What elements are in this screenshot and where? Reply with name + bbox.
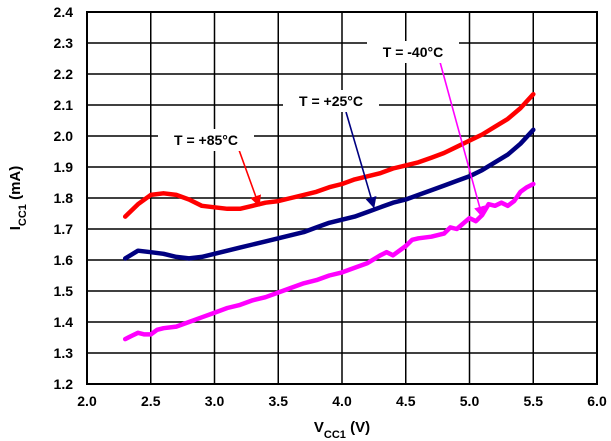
x-tick-label: 2.5 (141, 393, 161, 409)
x-axis-title-sub: CC1 (324, 429, 346, 441)
annotation-label-0: T = +85°C (174, 132, 238, 148)
x-tick-label: 3.5 (269, 393, 289, 409)
x-tick-label: 5.0 (460, 393, 480, 409)
tick-labels: 2.0 2.5 3.0 3.5 4.0 4.5 5.0 5.5 6.0 1.2 1.3 1.4 1.5 1… (54, 4, 607, 409)
y-tick-label: 2.2 (54, 66, 74, 82)
y-tick-label: 1.2 (54, 376, 74, 392)
annotation-label-bg-0 (158, 129, 254, 151)
plot-frame (86, 11, 598, 385)
annotation-arrow-0 (238, 149, 261, 207)
x-axis-title-main: V (314, 419, 324, 436)
y-tick-label: 1.7 (54, 221, 74, 237)
x-tick-label: 4.5 (396, 393, 416, 409)
annotation-label-bg-1 (283, 90, 379, 112)
y-tick-label: 2.3 (54, 35, 74, 51)
series-line-2 (122, 181, 536, 342)
series-group (122, 91, 536, 342)
y-axis-title-tail: (mA) (7, 166, 24, 204)
annotation-arrow-2 (439, 61, 485, 218)
annotations: T = +85°C T = +25°C T = -40°C (158, 41, 485, 218)
annotation-label-1: T = +25°C (299, 93, 363, 109)
x-tick-label: 6.0 (587, 393, 607, 409)
y-axis-title-sub: CC1 (17, 204, 29, 226)
series-line-1 (122, 127, 536, 261)
x-tick-label: 4.0 (332, 393, 352, 409)
x-axis-title: VCC1 (V) (314, 419, 370, 441)
y-tick-label: 1.4 (54, 314, 74, 330)
x-tick-label: 3.0 (205, 393, 225, 409)
series-line-0 (122, 91, 536, 219)
x-tick-label: 5.5 (524, 393, 544, 409)
y-axis-title-main: I (7, 226, 24, 230)
annotation-label-2: T = -40°C (383, 44, 443, 60)
y-tick-label: 1.3 (54, 345, 74, 361)
y-tick-label: 1.5 (54, 283, 74, 299)
y-tick-label: 2.0 (54, 128, 74, 144)
y-axis-title: ICC1 (mA) (7, 166, 29, 231)
x-axis-title-tail: (V) (346, 419, 370, 436)
y-tick-label: 2.1 (54, 97, 74, 113)
x-tick-label: 2.0 (77, 393, 97, 409)
y-tick-label: 2.4 (54, 4, 74, 20)
annotation-label-bg-2 (367, 41, 459, 63)
y-tick-label: 1.6 (54, 252, 74, 268)
y-tick-label: 1.9 (54, 159, 74, 175)
annotation-arrow-1 (345, 111, 377, 209)
y-tick-label: 1.8 (54, 190, 74, 206)
